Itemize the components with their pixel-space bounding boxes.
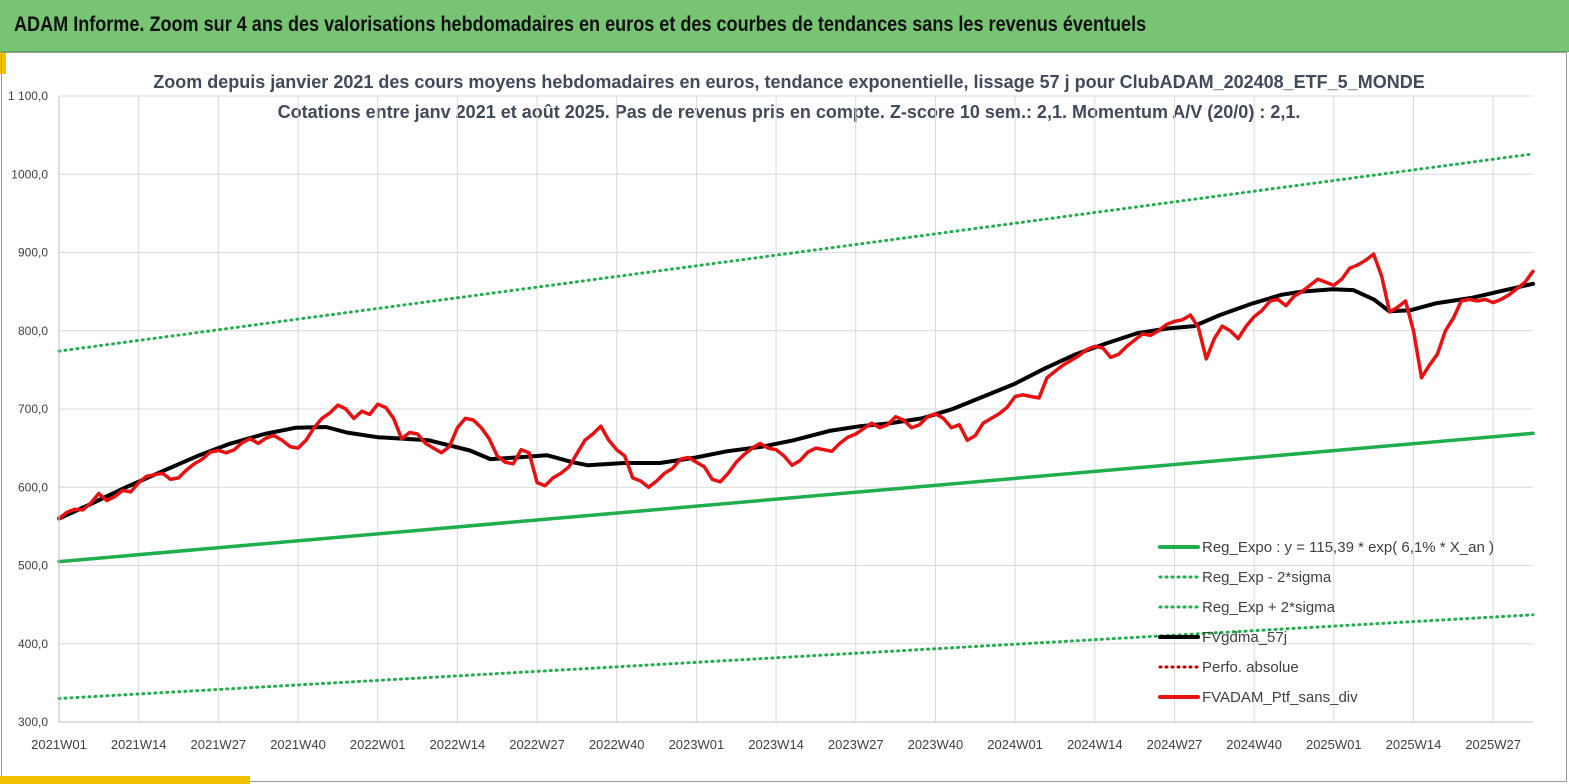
page-title: ADAM Informe. Zoom sur 4 ans des valoris…	[14, 13, 1147, 36]
x-tick-label: 2021W01	[31, 737, 87, 752]
y-tick-label: 400,0	[18, 637, 48, 651]
x-tick-label: 2023W40	[908, 737, 964, 752]
series-line-2	[57, 152, 1535, 353]
legend-label-2: Reg_Exp + 2*sigma	[1202, 599, 1336, 616]
x-tick-label: 2021W40	[270, 737, 326, 752]
x-tick-label: 2023W01	[669, 737, 725, 752]
x-tick-label: 2021W27	[191, 737, 247, 752]
x-tick-label: 2024W40	[1226, 737, 1282, 752]
x-tick-label: 2024W14	[1067, 737, 1123, 752]
chart-frame	[1, 52, 1567, 782]
x-tick-label: 2021W14	[111, 737, 167, 752]
accent-bar-left	[0, 52, 6, 74]
x-tick-label: 2024W27	[1147, 737, 1203, 752]
y-tick-label: 300,0	[18, 715, 48, 729]
y-tick-label: 1 100,0	[8, 89, 48, 103]
x-tick-label: 2022W40	[589, 737, 645, 752]
series-line-1	[57, 613, 1535, 700]
y-tick-label: 700,0	[18, 402, 48, 416]
chart-subtitle: Cotations entre janv 2021 et août 2025. …	[278, 102, 1301, 122]
y-tick-label: 500,0	[18, 559, 48, 573]
y-tick-label: 800,0	[18, 324, 48, 338]
chart-title: Zoom depuis janvier 2021 des cours moyen…	[153, 72, 1424, 92]
x-tick-label: 2025W14	[1386, 737, 1442, 752]
series-line-0	[57, 431, 1535, 564]
x-tick-label: 2025W27	[1465, 737, 1521, 752]
legend-label-5: FVADAM_Ptf_sans_div	[1202, 689, 1358, 706]
x-tick-label: 2025W01	[1306, 737, 1362, 752]
accent-bar-bottom	[0, 776, 250, 784]
x-tick-label: 2022W27	[509, 737, 565, 752]
axis-labels: 300,0 400,0 500,0 600,0 700,0 800,0 900,0 1000,…	[8, 89, 1533, 752]
y-tick-label: 600,0	[18, 480, 48, 494]
x-tick-label: 2023W27	[828, 737, 884, 752]
legend: Reg_Expo : y = 115,39 * exp( 6,1% * X_an…	[1158, 539, 1494, 706]
legend-label-3: FVgdma_57j	[1202, 629, 1287, 646]
series-line-5	[57, 252, 1535, 521]
x-tick-label: 2022W01	[350, 737, 406, 752]
legend-label-0: Reg_Expo : y = 115,39 * exp( 6,1% * X_an…	[1202, 539, 1494, 556]
x-tick-label: 2024W01	[987, 737, 1043, 752]
header-banner: ADAM Informe. Zoom sur 4 ans des valoris…	[0, 0, 1569, 52]
x-tick-label: 2023W14	[748, 737, 804, 752]
y-tick-label: 1000,0	[11, 167, 48, 181]
legend-label-4: Perfo. absolue	[1202, 659, 1299, 676]
series-line-3	[57, 281, 1535, 521]
x-tick-label: 2022W14	[430, 737, 486, 752]
legend-label-1: Reg_Exp - 2*sigma	[1202, 569, 1332, 586]
y-tick-label: 900,0	[18, 246, 48, 260]
series-lines	[57, 152, 1535, 700]
